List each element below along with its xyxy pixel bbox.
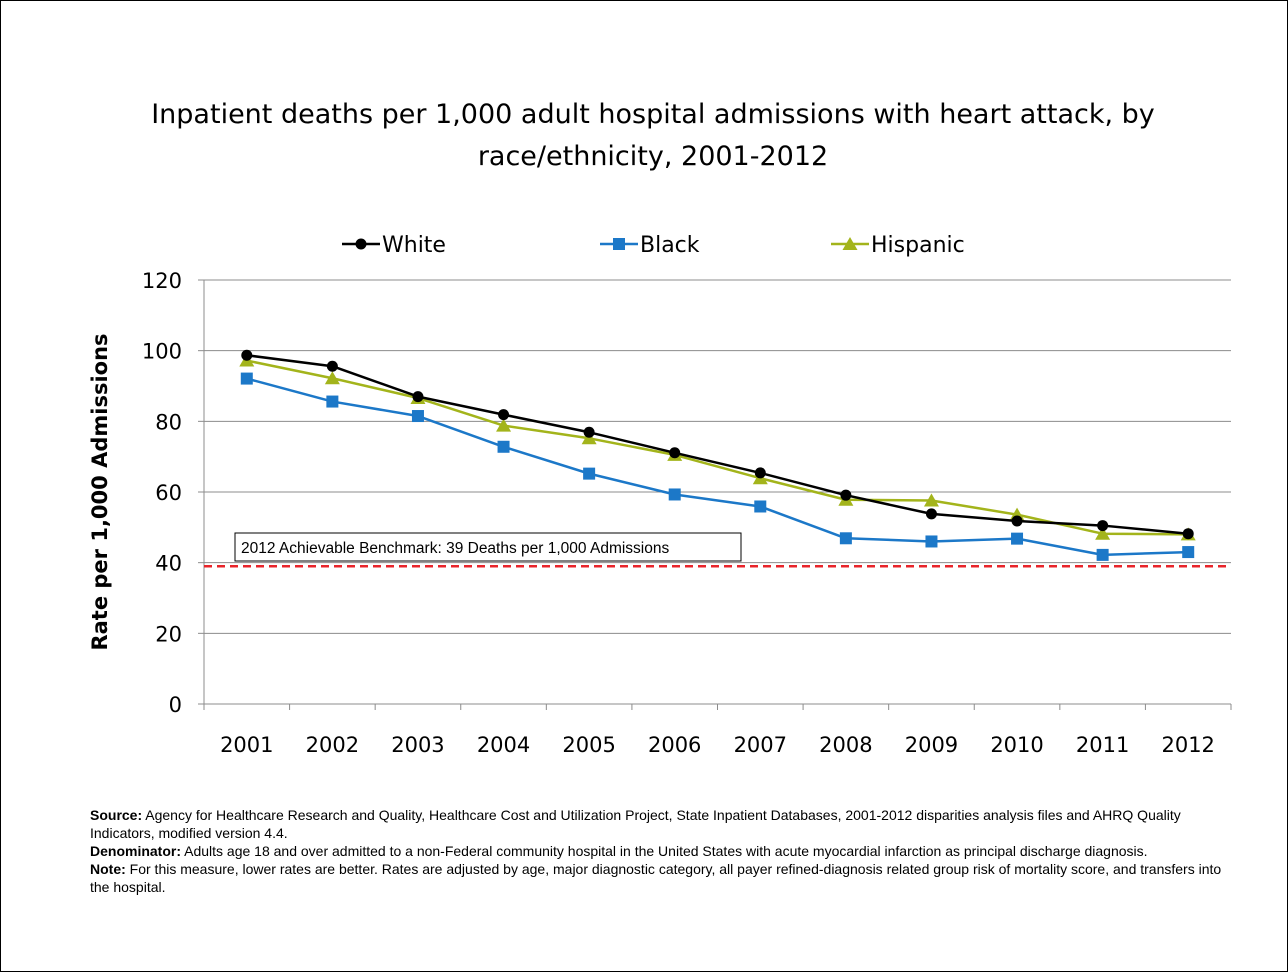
point-white-2005 xyxy=(583,426,595,438)
series-line-black xyxy=(246,377,1189,557)
benchmark-label: 2012 Achievable Benchmark: 39 Deaths per… xyxy=(241,540,669,557)
x-tick-label-2009: 2009 xyxy=(905,733,958,757)
x-tick-label-2005: 2005 xyxy=(562,733,615,757)
y-tick-label-0: 0 xyxy=(169,693,182,717)
point-white-2001 xyxy=(241,349,253,361)
point-black-2012 xyxy=(1182,546,1195,559)
point-black-2011 xyxy=(1096,548,1109,561)
point-white-2008 xyxy=(840,489,852,501)
point-white-2011 xyxy=(1097,520,1109,532)
y-tick-label-20: 20 xyxy=(155,622,182,646)
point-white-2009 xyxy=(925,508,937,520)
point-black-2004 xyxy=(497,440,510,453)
series-line-hispanic xyxy=(246,359,1189,536)
x-tick-label-2003: 2003 xyxy=(391,733,444,757)
denominator-note-label: Denominator: xyxy=(90,843,181,859)
x-tick-label-2008: 2008 xyxy=(819,733,872,757)
denominator-note: Denominator: Adults age 18 and over admi… xyxy=(90,842,1230,860)
x-tick-label-2007: 2007 xyxy=(734,733,787,757)
point-white-2004 xyxy=(498,409,510,421)
point-white-2007 xyxy=(754,467,766,479)
axes: 0 20 40 60 80 100 120 2001 2002 2003 2004 2005 2006 2… xyxy=(142,269,1232,757)
y-tick-label-100: 100 xyxy=(142,340,182,364)
x-tick-label-2010: 2010 xyxy=(990,733,1043,757)
chart-notes: Source: Agency for Healthcare Research a… xyxy=(90,806,1230,896)
point-black-2001 xyxy=(240,372,253,385)
source-note-label: Source: xyxy=(90,807,143,823)
y-tick-label-120: 120 xyxy=(142,269,182,293)
point-white-2002 xyxy=(326,360,338,372)
denominator-note-text: Adults age 18 and over admitted to a non… xyxy=(181,843,1148,859)
chart-title-line-2: race/ethnicity, 2001-2012 xyxy=(478,141,828,172)
point-hispanic-2004 xyxy=(496,418,512,432)
benchmark: 2012 Achievable Benchmark: 39 Deaths per… xyxy=(204,532,1231,568)
legend-marker-hispanic xyxy=(842,237,858,250)
x-tick-label-2011: 2011 xyxy=(1076,733,1129,757)
legend-label-hispanic: Hispanic xyxy=(871,233,965,258)
x-tick-label-2002: 2002 xyxy=(306,733,359,757)
legend-marker-black xyxy=(613,238,625,250)
measure-note: Note: For this measure, lower rates are … xyxy=(90,860,1230,896)
point-black-2006 xyxy=(668,488,681,501)
x-tick-label-2006: 2006 xyxy=(648,733,701,757)
series-line-white xyxy=(246,354,1189,535)
point-black-2003 xyxy=(411,410,424,423)
point-white-2010 xyxy=(1011,515,1023,527)
source-note: Source: Agency for Healthcare Research a… xyxy=(90,806,1230,842)
point-white-2006 xyxy=(669,447,681,459)
series-group xyxy=(239,349,1196,561)
measure-note-label: Note: xyxy=(90,861,126,877)
legend-label-black: Black xyxy=(640,233,700,258)
gridlines xyxy=(204,279,1231,634)
point-hispanic-2002 xyxy=(324,371,340,385)
x-tick-label-2012: 2012 xyxy=(1161,733,1214,757)
point-hispanic-2011 xyxy=(1095,526,1111,540)
legend-label-white: White xyxy=(382,233,446,258)
point-white-2012 xyxy=(1182,528,1194,540)
point-black-2009 xyxy=(925,535,938,548)
point-black-2010 xyxy=(1011,532,1024,545)
legend: White Black Hispanic xyxy=(342,233,965,258)
x-tick-label-2001: 2001 xyxy=(220,733,273,757)
source-note-text: Agency for Healthcare Research and Quali… xyxy=(90,807,1181,841)
y-tick-label-80: 80 xyxy=(155,410,182,434)
point-hispanic-2009 xyxy=(923,493,939,507)
point-white-2003 xyxy=(412,391,424,403)
benchmark-label-box xyxy=(234,532,742,562)
y-tick-label-40: 40 xyxy=(155,552,182,576)
point-black-2002 xyxy=(326,395,339,408)
point-black-2008 xyxy=(839,532,852,545)
legend-marker-white xyxy=(355,238,367,250)
point-black-2007 xyxy=(754,500,767,513)
point-hispanic-2005 xyxy=(581,431,597,445)
y-axis-label: Rate per 1,000 Admissions xyxy=(88,333,112,650)
y-tick-label-60: 60 xyxy=(155,481,182,505)
x-tick-label-2004: 2004 xyxy=(477,733,530,757)
chart-title-line-1: Inpatient deaths per 1,000 adult hospita… xyxy=(151,99,1155,130)
measure-note-text: For this measure, lower rates are better… xyxy=(90,861,1222,895)
point-black-2005 xyxy=(583,467,596,480)
